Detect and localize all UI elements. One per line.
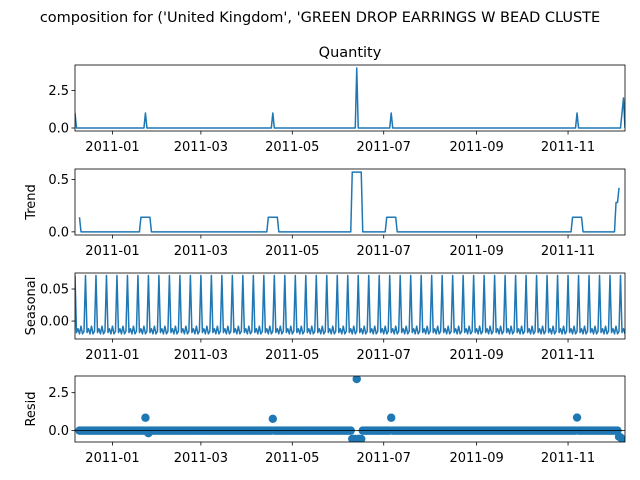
- x-tick-label: 2011-07: [357, 244, 411, 259]
- resid-point: [268, 414, 278, 423]
- x-tick-label: 2011-09: [449, 451, 503, 466]
- y-tick-label: 2.5: [48, 386, 69, 401]
- subplot-1: 0.0 2.5 2011-01 2011-03 2011-05 2011-07 2011-0…: [48, 45, 626, 155]
- resid-point: [357, 434, 366, 442]
- x-tick-label: 2011-11: [541, 244, 595, 259]
- x-tick-label: 2011-09: [449, 244, 503, 259]
- resid-point: [141, 413, 150, 422]
- plot-data: [75, 376, 625, 442]
- y-tick-label: 0.05: [40, 283, 69, 298]
- x-tick-label: 2011-03: [174, 348, 228, 363]
- series-line: [78, 171, 620, 233]
- x-tick-label: 2011-11: [541, 140, 595, 155]
- axes-frame: [74, 64, 626, 132]
- resid-point: [387, 413, 396, 422]
- axes-frame: [74, 168, 626, 236]
- y-axis-label: Seasonal: [24, 277, 39, 336]
- plot-data: [75, 67, 625, 129]
- plot-data: [75, 274, 625, 335]
- x-tick-label: 2011-11: [541, 348, 595, 363]
- x-tick-label: 2011-07: [357, 348, 411, 363]
- y-axis-label: Trend: [24, 184, 39, 221]
- x-tick-label: 2011-01: [85, 348, 139, 363]
- x-tick-label: 2011-07: [357, 140, 411, 155]
- x-tick-label: 2011-03: [174, 140, 228, 155]
- x-tick-label: 2011-03: [174, 451, 228, 466]
- x-tick-label: 2011-05: [265, 451, 319, 466]
- y-tick-label: 2.5: [48, 84, 69, 99]
- y-tick-label: 0.5: [48, 173, 69, 188]
- y-tick-label: 0.0: [48, 424, 69, 439]
- x-tick-label: 2011-01: [85, 244, 139, 259]
- subplot-2: 0.0 0.5 2011-01 2011-03 2011-05 2011-07 2011-0…: [24, 168, 626, 259]
- x-tick-label: 2011-05: [265, 348, 319, 363]
- x-tick-label: 2011-05: [265, 140, 319, 155]
- resid-point: [617, 434, 625, 442]
- x-tick-label: 2011-01: [85, 451, 139, 466]
- x-tick-label: 2011-07: [357, 451, 411, 466]
- axes-frame: [74, 375, 626, 443]
- x-tick-label: 2011-09: [449, 348, 503, 363]
- plot-data: [78, 171, 620, 233]
- x-tick-label: 2011-05: [265, 244, 319, 259]
- figure-suptitle: composition for ('United Kingdom', 'GREE…: [40, 10, 600, 26]
- x-tick-label: 2011-01: [85, 140, 139, 155]
- x-tick-label: 2011-11: [541, 451, 595, 466]
- y-tick-label: 0.0: [48, 122, 69, 137]
- subplot-3: 0.00 0.05 2011-01 2011-03 2011-05 2011-07 2011…: [24, 272, 626, 363]
- series-line: [75, 274, 625, 335]
- y-axis-label: Resid: [24, 391, 39, 426]
- y-tick-label: 0.00: [40, 315, 69, 330]
- axes-frame: [74, 272, 626, 340]
- subplot-title: Quantity: [319, 45, 382, 61]
- y-tick-label: 0.0: [48, 225, 69, 240]
- x-tick-label: 2011-09: [449, 140, 503, 155]
- resid-point: [572, 413, 582, 422]
- resid-point: [352, 376, 361, 384]
- x-tick-label: 2011-03: [174, 244, 228, 259]
- subplot-panels: 0.0 2.5 2011-01 2011-03 2011-05 2011-07 2011-0…: [24, 45, 626, 466]
- series-line: [75, 67, 625, 129]
- subplot-4: 0.0 2.5 2011-01 2011-03 2011-05 2011-07 2011-0…: [24, 375, 626, 466]
